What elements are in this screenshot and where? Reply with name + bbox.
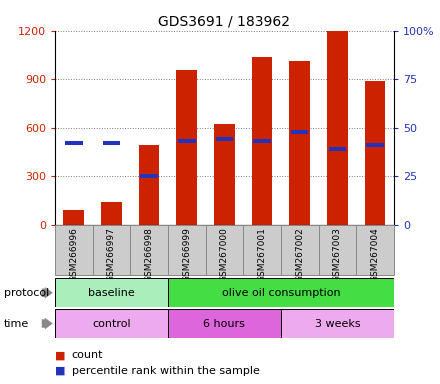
Bar [140, 174, 158, 178]
Bar [65, 141, 83, 145]
Bar [216, 137, 233, 141]
Text: ■: ■ [55, 366, 66, 376]
Bar [214, 124, 235, 225]
Bar [205, 225, 243, 275]
Bar [55, 225, 93, 275]
Bar [93, 225, 130, 275]
Bar [252, 56, 272, 225]
Text: GSM266996: GSM266996 [70, 227, 78, 282]
Text: GSM266999: GSM266999 [182, 227, 191, 282]
Bar [281, 225, 319, 275]
Text: GSM266997: GSM266997 [107, 227, 116, 282]
Bar [176, 70, 197, 225]
Bar [291, 129, 308, 134]
Bar [101, 202, 122, 225]
Bar [130, 225, 168, 275]
Text: olive oil consumption: olive oil consumption [222, 288, 340, 298]
Text: ■: ■ [55, 350, 66, 360]
Bar [356, 225, 394, 275]
Text: time: time [4, 318, 29, 329]
Text: GSM267003: GSM267003 [333, 227, 342, 282]
Bar [290, 61, 310, 225]
Bar [253, 139, 271, 143]
Text: baseline: baseline [88, 288, 135, 298]
Text: GSM267000: GSM267000 [220, 227, 229, 282]
Text: 3 weeks: 3 weeks [315, 318, 360, 329]
Bar [139, 146, 159, 225]
Bar [366, 143, 384, 147]
Text: percentile rank within the sample: percentile rank within the sample [72, 366, 260, 376]
Bar [329, 147, 346, 151]
Bar [365, 81, 385, 225]
Text: 6 hours: 6 hours [203, 318, 246, 329]
Bar [63, 210, 84, 225]
Bar [243, 225, 281, 275]
Title: GDS3691 / 183962: GDS3691 / 183962 [158, 14, 290, 28]
Text: GSM267004: GSM267004 [370, 227, 379, 282]
Bar [178, 139, 195, 143]
Bar [168, 309, 281, 338]
Bar [281, 309, 394, 338]
Text: count: count [72, 350, 103, 360]
Bar [168, 225, 205, 275]
Bar [55, 309, 168, 338]
Text: GSM267002: GSM267002 [295, 227, 304, 282]
Bar [103, 141, 120, 145]
Text: GSM267001: GSM267001 [257, 227, 267, 282]
Bar [55, 278, 168, 307]
Text: protocol: protocol [4, 288, 49, 298]
Bar [319, 225, 356, 275]
Text: GSM266998: GSM266998 [145, 227, 154, 282]
Bar [168, 278, 394, 307]
Text: control: control [92, 318, 131, 329]
Bar [327, 31, 348, 225]
